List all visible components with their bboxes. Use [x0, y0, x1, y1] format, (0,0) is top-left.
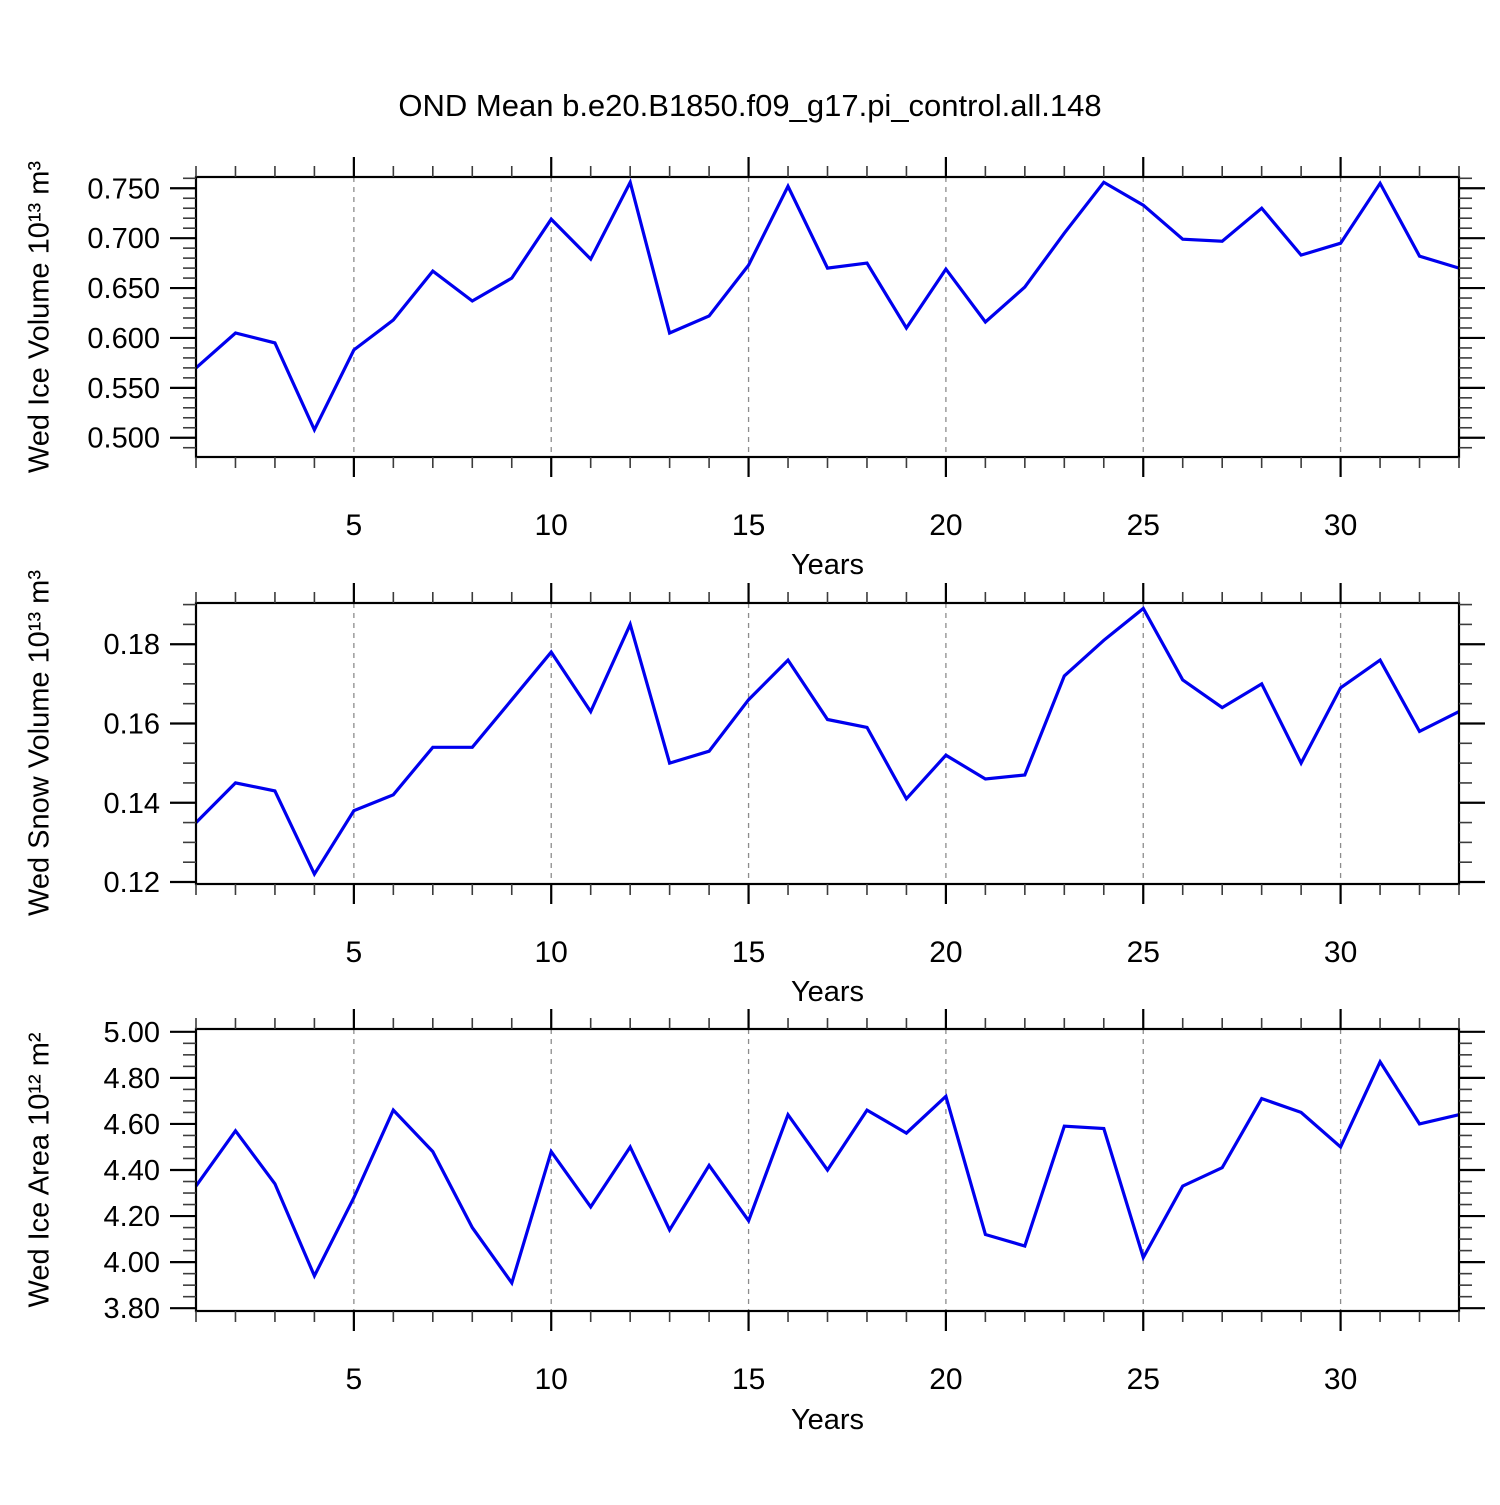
y-tick-label: 4.80 — [104, 1063, 160, 1095]
x-tick-label: 15 — [732, 936, 765, 969]
y-axis-label-ice-volume: Wed Ice Volume 10¹³ m³ — [23, 160, 56, 474]
y-tick-label: 4.60 — [104, 1109, 160, 1141]
x-tick-label: 25 — [1127, 936, 1160, 969]
x-axis-label-years-panel-3: Years — [790, 1404, 865, 1436]
data-line-2 — [194, 606, 1460, 878]
x-tick-label: 30 — [1324, 1363, 1357, 1396]
y-tick-label: 5.00 — [104, 1017, 160, 1049]
y-tick-label: 0.14 — [104, 788, 160, 820]
y-axis-label-snow-volume: Wed Snow Volume 10¹³ m³ — [23, 570, 56, 916]
x-tick-label: 30 — [1324, 936, 1357, 969]
x-tick-label: 10 — [535, 936, 568, 969]
panel-1: 0.500 0.550 0.600 0.650 0.700 0.750 5 10 15 20 25 3… — [87, 157, 1485, 542]
x-tick-label: 5 — [346, 1363, 363, 1396]
y-tick-label: 0.18 — [104, 629, 160, 661]
x-tick-label: 10 — [535, 1363, 568, 1396]
x-tick-label: 5 — [346, 936, 363, 969]
x-tick-label: 15 — [732, 509, 765, 542]
y-tick-label: 0.600 — [87, 323, 160, 355]
x-axis-label-years-panel-1: Years — [790, 549, 865, 581]
chart-title: OND Mean b.e20.B1850.f09_g17.pi_control.… — [398, 88, 1102, 123]
x-tick-label: 20 — [929, 509, 962, 542]
panel-3: 3.80 4.00 4.20 4.40 4.60 4.80 5.00 5 10 15 20 25 30 — [104, 1009, 1485, 1396]
y-tick-label: 4.20 — [104, 1201, 160, 1233]
y-tick-label: 0.500 — [87, 423, 160, 455]
x-tick-label: 20 — [929, 1363, 962, 1396]
y-tick-label: 4.40 — [104, 1155, 160, 1187]
x-tick-label: 10 — [535, 509, 568, 542]
y-axis-label-ice-area: Wed Ice Area 10¹² m² — [23, 1032, 56, 1308]
x-tick-label: 5 — [346, 509, 363, 542]
y-tick-label: 0.550 — [87, 373, 160, 405]
y-tick-label: 4.00 — [104, 1247, 160, 1279]
panel-2: 0.12 0.14 0.16 0.18 5 10 15 20 25 30 — [104, 583, 1485, 969]
x-tick-label: 15 — [732, 1363, 765, 1396]
y-tick-label: 0.12 — [104, 867, 160, 899]
y-tick-label: 0.700 — [87, 223, 160, 255]
data-line-3 — [194, 1058, 1460, 1287]
x-tick-label: 25 — [1127, 1363, 1160, 1396]
y-tick-label: 0.750 — [87, 173, 160, 205]
x-tick-label: 20 — [929, 936, 962, 969]
data-line-1 — [194, 177, 1460, 434]
y-tick-label: 0.16 — [104, 709, 160, 741]
x-tick-label: 25 — [1127, 509, 1160, 542]
y-tick-label: 0.650 — [87, 273, 160, 305]
y-tick-label: 3.80 — [104, 1293, 160, 1325]
x-tick-label: 30 — [1324, 509, 1357, 542]
x-axis-label-years-panel-2: Years — [790, 976, 865, 1008]
